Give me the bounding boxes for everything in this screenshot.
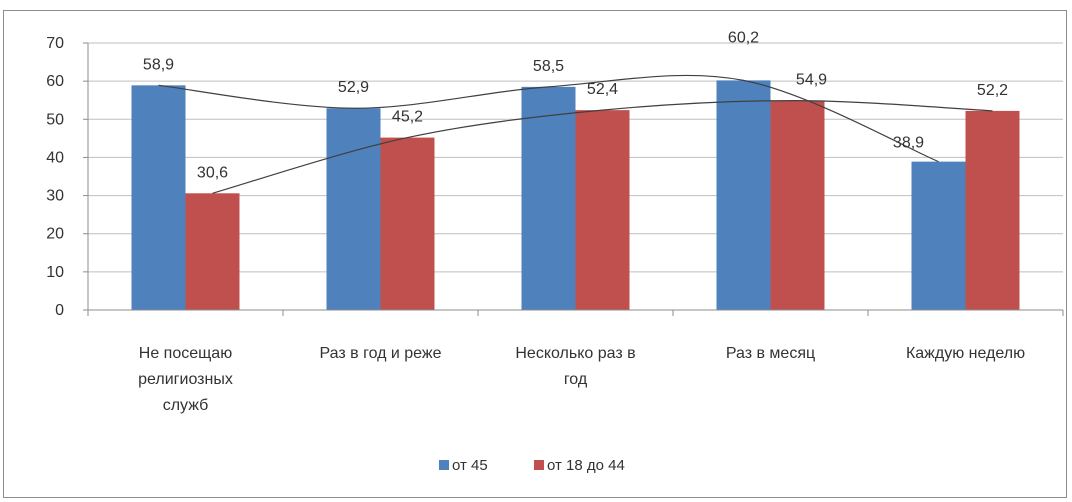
y-tick-label: 40 — [46, 149, 64, 166]
legend: от 45 от 18 до 44 — [439, 457, 625, 474]
data-label: 38,9 — [893, 135, 924, 152]
y-tick-label: 0 — [55, 302, 64, 319]
x-tick-label: религиозных — [138, 371, 233, 388]
bar — [965, 110, 1020, 310]
trendlines — [158, 74, 993, 194]
data-label: 52,9 — [338, 79, 369, 96]
bar — [770, 100, 825, 311]
bar — [911, 161, 966, 310]
bar — [521, 86, 576, 310]
trendline — [212, 99, 993, 194]
x-tick-label: Каждую неделю — [906, 345, 1025, 362]
x-axis: Не посещаю религиозных служб Раз в год и ре… — [87, 309, 1064, 414]
x-tick-label: служб — [163, 397, 209, 414]
bar — [716, 80, 771, 310]
legend-swatch — [439, 460, 449, 470]
y-tick-label: 30 — [46, 188, 64, 205]
bars — [131, 80, 1020, 311]
data-label: 58,9 — [143, 56, 174, 73]
y-tick-label: 60 — [46, 73, 64, 90]
x-tick-label: Раз в год и реже — [320, 345, 442, 362]
y-tick-label: 50 — [46, 111, 64, 128]
y-axis: 0 10 20 30 40 50 60 70 — [46, 35, 89, 319]
data-label: 52,4 — [587, 81, 618, 98]
y-tick-label: 20 — [46, 226, 64, 243]
data-label: 58,5 — [533, 58, 564, 75]
data-label: 54,9 — [796, 72, 827, 89]
x-tick-label: Раз в месяц — [726, 345, 815, 362]
data-label: 52,2 — [977, 82, 1008, 99]
legend-swatch — [534, 460, 544, 470]
data-label: 60,2 — [728, 29, 759, 46]
x-tick-label: Несколько раз в — [515, 345, 635, 362]
bar — [185, 193, 240, 310]
data-labels: 58,9 52,9 58,5 60,2 38,9 30,6 45,2 52,4 54,9 52,2 — [143, 29, 1008, 181]
bar — [326, 108, 381, 310]
bar — [575, 110, 630, 310]
legend-label: от 18 до 44 — [547, 457, 625, 474]
legend-label: от 45 — [452, 457, 488, 474]
trendline — [158, 74, 939, 163]
x-tick-label: Не посещаю — [139, 345, 232, 362]
x-tick-label: год — [564, 371, 588, 388]
y-tick-label: 10 — [46, 264, 64, 281]
y-tick-label: 70 — [46, 35, 64, 52]
bar — [380, 137, 435, 310]
bar — [131, 85, 186, 311]
data-label: 45,2 — [392, 109, 423, 126]
data-label: 30,6 — [197, 164, 228, 181]
